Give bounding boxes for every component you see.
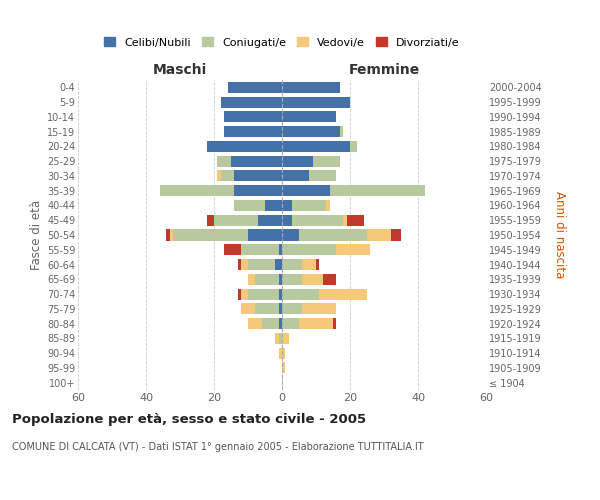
Bar (238, 288, 241, 300)
Bar (302, 274, 323, 285)
Bar (282, 200, 292, 211)
Bar (278, 333, 282, 344)
Bar (282, 274, 302, 285)
Bar (160, 185, 235, 196)
Bar (221, 96, 282, 108)
Bar (282, 318, 299, 329)
Bar (278, 318, 282, 329)
Y-axis label: Anni di nascita: Anni di nascita (553, 192, 566, 278)
Bar (241, 304, 255, 314)
Bar (248, 288, 278, 300)
Bar (309, 170, 337, 181)
Bar (255, 274, 278, 285)
Bar (282, 82, 340, 93)
Bar (302, 259, 316, 270)
Bar (282, 214, 292, 226)
Bar (292, 214, 343, 226)
Bar (313, 156, 340, 166)
Bar (278, 288, 282, 300)
Bar (278, 274, 282, 285)
Bar (227, 82, 282, 93)
Bar (282, 141, 350, 152)
Bar (391, 230, 401, 240)
Bar (241, 259, 248, 270)
Bar (302, 304, 337, 314)
Bar (207, 214, 214, 226)
Bar (282, 348, 286, 358)
Bar (255, 304, 278, 314)
Bar (262, 318, 278, 329)
Bar (326, 200, 329, 211)
Bar (319, 288, 367, 300)
Bar (316, 259, 319, 270)
Bar (166, 230, 170, 240)
Bar (282, 333, 289, 344)
Bar (282, 288, 319, 300)
Bar (282, 259, 302, 270)
Bar (337, 244, 370, 256)
Bar (282, 244, 337, 256)
Bar (265, 200, 282, 211)
Bar (224, 126, 282, 137)
Bar (217, 156, 231, 166)
Bar (282, 112, 337, 122)
Bar (170, 230, 173, 240)
Bar (224, 112, 282, 122)
Bar (292, 200, 326, 211)
Bar (278, 244, 282, 256)
Bar (282, 304, 302, 314)
Bar (217, 170, 221, 181)
Bar (241, 288, 248, 300)
Bar (343, 214, 347, 226)
Bar (207, 141, 282, 152)
Legend: Celibi/Nubili, Coniugati/e, Vedovi/e, Divorziati/e: Celibi/Nubili, Coniugati/e, Vedovi/e, Di… (100, 33, 464, 52)
Bar (278, 304, 282, 314)
Bar (282, 230, 299, 240)
Bar (248, 274, 255, 285)
Bar (231, 156, 282, 166)
Bar (350, 141, 357, 152)
Bar (235, 170, 282, 181)
Bar (248, 259, 275, 270)
Bar (258, 214, 282, 226)
Bar (282, 170, 309, 181)
Bar (329, 185, 425, 196)
Bar (299, 230, 367, 240)
Bar (299, 318, 333, 329)
Bar (248, 230, 282, 240)
Text: Popolazione per età, sesso e stato civile - 2005: Popolazione per età, sesso e stato civil… (12, 412, 366, 426)
Bar (235, 185, 282, 196)
Bar (347, 214, 364, 226)
Bar (367, 230, 391, 240)
Bar (275, 333, 278, 344)
Bar (282, 185, 329, 196)
Bar (340, 126, 343, 137)
Bar (282, 156, 313, 166)
Text: COMUNE DI CALCATA (VT) - Dati ISTAT 1° gennaio 2005 - Elaborazione TUTTITALIA.IT: COMUNE DI CALCATA (VT) - Dati ISTAT 1° g… (12, 442, 424, 452)
Bar (282, 362, 286, 374)
Text: Maschi: Maschi (153, 63, 207, 77)
Bar (282, 126, 340, 137)
Bar (173, 230, 248, 240)
Bar (282, 96, 350, 108)
Text: Femmine: Femmine (349, 63, 419, 77)
Bar (248, 318, 262, 329)
Bar (323, 274, 337, 285)
Bar (278, 348, 282, 358)
Bar (235, 200, 265, 211)
Bar (214, 214, 258, 226)
Bar (333, 318, 337, 329)
Bar (238, 259, 241, 270)
Bar (221, 170, 235, 181)
Bar (275, 259, 282, 270)
Bar (241, 244, 278, 256)
Y-axis label: Fasce di età: Fasce di età (29, 200, 43, 270)
Bar (224, 244, 241, 256)
